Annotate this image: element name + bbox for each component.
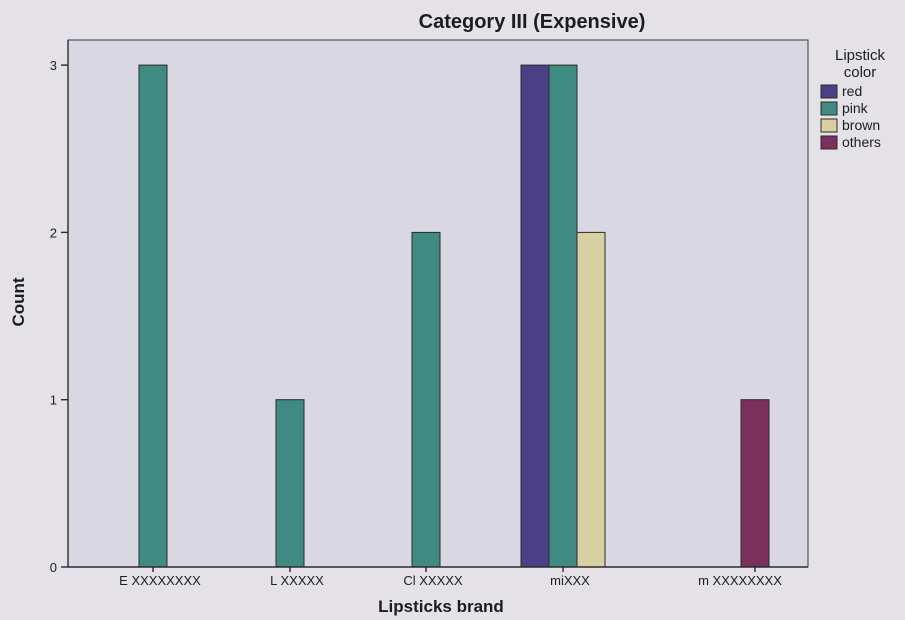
y-tick-label: 1 [50, 393, 57, 408]
x-tick-label: E XXXXXXXX [119, 573, 201, 588]
y-tick-label: 0 [50, 560, 57, 575]
legend-label-pink: pink [842, 100, 869, 116]
y-tick-label: 2 [50, 225, 57, 240]
legend-label-brown: brown [842, 117, 880, 133]
legend-swatch-others [820, 135, 838, 150]
legend-swatch-red [820, 84, 838, 99]
legend-label-others: others [842, 134, 881, 150]
axes-layer [67, 40, 808, 568]
x-tick-label: m XXXXXXXX [698, 573, 782, 588]
legend-swatch-pink [820, 101, 838, 116]
legend-label-red: red [842, 83, 862, 99]
legend-title-line-2: color [844, 64, 877, 81]
bar-others-4 [740, 399, 770, 568]
y-tick-label: 3 [50, 58, 57, 73]
y-ticks: 0 1 2 3 [50, 58, 68, 575]
bars-layer [138, 64, 770, 568]
y-axis-title: Count [9, 277, 28, 326]
legend-title-line-1: Lipstick [835, 47, 886, 64]
bar-brown-3 [576, 231, 606, 568]
bar-pink-0 [138, 64, 168, 568]
x-tick-label: L XXXXX [270, 573, 324, 588]
x-ticks: E XXXXXXXX L XXXXX Cl XXXXX miXXX m XXXXXXXX [119, 567, 782, 588]
x-axis-title: Lipsticks brand [378, 597, 504, 616]
x-tick-label: miXXX [550, 573, 590, 588]
bar-pink-3 [548, 64, 578, 568]
bar-pink-2 [411, 231, 441, 568]
bar-pink-1 [275, 399, 305, 568]
x-tick-label: Cl XXXXX [403, 573, 463, 588]
legend-swatch-brown [820, 118, 838, 133]
bar-red-3 [520, 64, 550, 568]
chart-title: Category III (Expensive) [419, 11, 646, 33]
